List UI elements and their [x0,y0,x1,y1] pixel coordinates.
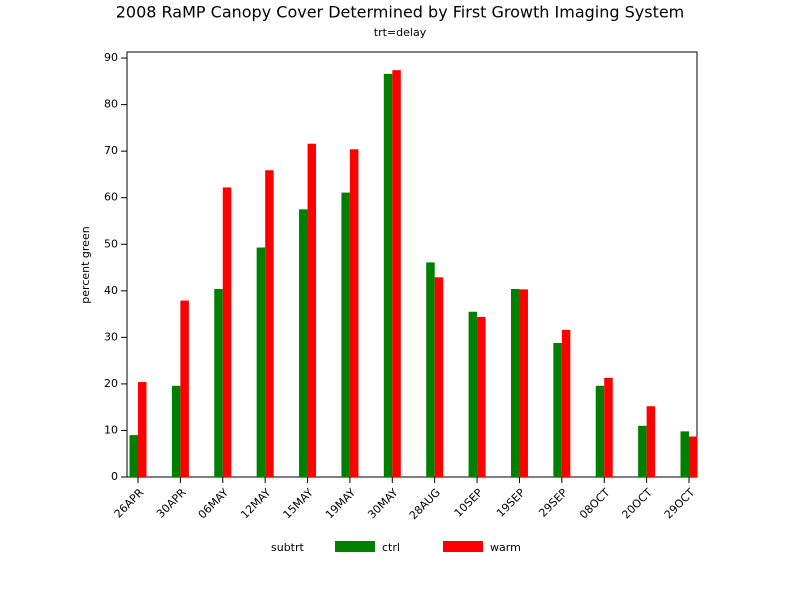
y-tick-label: 80 [104,98,118,111]
x-tick-label: 08OCT [577,486,613,522]
bar [510,288,520,477]
x-tick-label: 26APR [112,486,147,521]
y-tick-label: 90 [104,51,118,64]
bar [299,209,308,477]
y-tick-label: 70 [104,144,118,157]
bar [138,382,147,477]
y-tick-label: 50 [104,237,118,250]
bar [222,187,232,477]
bar [519,289,528,477]
bar [553,342,562,477]
bar [307,143,317,477]
x-tick-label: 30MAY [365,486,400,521]
x-tick-label: 20OCT [619,486,655,522]
legend-swatch [335,541,375,552]
x-tick-label: 19SEP [494,486,528,520]
bar [214,288,223,477]
bar [434,277,444,477]
y-axis-label: percent green [79,226,92,303]
y-tick-label: 60 [104,191,118,204]
y-tick-label: 20 [104,377,118,390]
bar [689,436,698,477]
legend-label: warm [490,541,521,554]
bar [265,170,274,478]
legend-swatch [443,541,483,552]
bar [646,406,656,477]
bar [383,73,393,478]
bar [595,385,605,477]
x-tick-label: 19MAY [323,486,358,521]
legend-label: ctrl [382,541,400,554]
y-tick-label: 40 [104,284,118,297]
bar [477,316,486,477]
y-tick-label: 30 [104,330,118,343]
bar [256,247,266,477]
y-tick-label: 0 [111,470,118,483]
y-tick-label: 10 [104,423,118,436]
plot-frame [126,51,698,478]
x-tick-label: 30APR [154,486,189,521]
x-tick-label: 06MAY [196,486,231,521]
bar [426,262,435,477]
bar [171,385,181,477]
bar [604,377,613,477]
bar [129,435,138,477]
bar [680,431,689,477]
chart-subtitle: trt=delay [374,26,427,39]
x-tick-label: 29OCT [662,486,698,522]
bar [638,425,647,477]
x-tick-label: 28AUG [407,486,443,522]
bar [180,300,189,477]
x-tick-label: 10SEP [452,486,486,520]
bar [392,70,401,478]
x-tick-label: 15MAY [281,486,316,521]
bar [561,329,571,477]
bar [341,192,350,477]
bar [349,149,359,477]
bar [468,311,478,477]
chart-title: 2008 RaMP Canopy Cover Determined by Fir… [116,3,685,22]
legend-title: subtrt [271,541,305,554]
x-tick-label: 12MAY [238,486,273,521]
x-tick-label: 29SEP [536,486,570,520]
